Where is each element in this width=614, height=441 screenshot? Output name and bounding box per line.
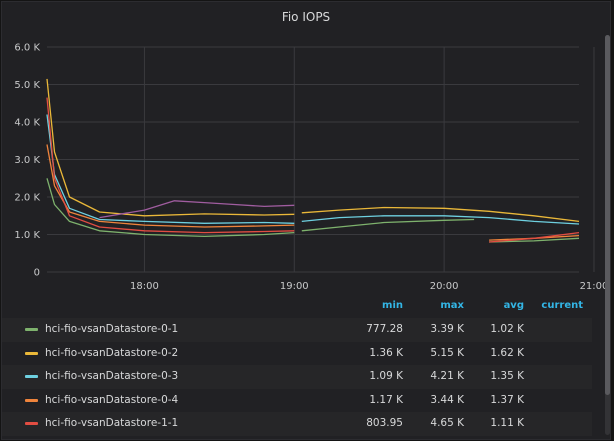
legend-header-max[interactable]: max <box>440 300 464 311</box>
series-color-swatch[interactable] <box>25 351 38 355</box>
legend-row[interactable]: hci-fio-vsanDatastore-1-1 803.95 4.65 K … <box>2 412 592 436</box>
legend-table: hci-fio-vsanDatastore-0-1 777.28 3.39 K … <box>2 318 592 438</box>
series-max: 4.65 K <box>430 417 464 429</box>
y-tick-label: 3.0 K <box>14 155 40 166</box>
panel-title[interactable]: Fio IOPS <box>281 10 331 24</box>
series-min: 777.28 <box>366 323 403 335</box>
series-avg: 1.02 K <box>490 323 524 335</box>
series-name[interactable]: hci-fio-vsanDatastore-0-4 <box>45 393 179 406</box>
y-tick-label: 2.0 K <box>14 193 40 204</box>
x-tick-label: 20:00 <box>430 281 459 292</box>
series-max: 5.15 K <box>430 346 464 359</box>
series-name[interactable]: hci-fio-vsanDatastore-0-2 <box>45 346 179 359</box>
series-line <box>99 200 295 219</box>
series-line <box>46 114 295 224</box>
series-color-swatch[interactable] <box>25 375 38 378</box>
series-max: 4.21 K <box>430 370 464 382</box>
iops-line-chart[interactable]: 0 1.0 K 2.0 K 3.0 K 4.0 K 5.0 K 6.0 K 18:00 19:0… <box>2 2 612 294</box>
legend-row[interactable]: hci-fio-vsanDatastore-0-2 1.36 K 5.15 K … <box>2 342 592 366</box>
series-avg: 1.62 K <box>490 346 524 359</box>
series-line <box>489 237 580 243</box>
series-line <box>301 218 475 232</box>
legend-row[interactable]: hci-fio-vsanDatastore-0-1 777.28 3.39 K … <box>2 318 592 342</box>
series-min: 1.36 K <box>369 346 403 359</box>
series-min: 803.95 <box>366 417 403 429</box>
series-avg: 1.11 K <box>490 417 524 429</box>
legend-header-current[interactable]: current <box>541 300 583 311</box>
series-color-swatch[interactable] <box>25 328 38 331</box>
series-avg: 1.35 K <box>490 370 524 382</box>
series-line <box>46 78 295 217</box>
y-tick-label: 5.0 K <box>14 80 40 91</box>
series-max: 3.44 K <box>430 393 464 406</box>
series-min: 1.09 K <box>369 370 403 382</box>
series-line <box>46 97 295 234</box>
y-tick-label: 0 <box>34 268 40 279</box>
series-color-swatch[interactable] <box>25 422 38 425</box>
legend-row[interactable]: hci-fio-vsanDatastore-0-4 1.17 K 3.44 K … <box>2 389 592 413</box>
series-line <box>301 215 580 225</box>
legend-header-avg[interactable]: avg <box>503 300 524 311</box>
x-tick-label: 21:00 <box>580 281 609 292</box>
legend-header-min[interactable]: min <box>382 300 403 311</box>
x-tick-label: 18:00 <box>130 281 159 292</box>
series-line <box>46 178 295 238</box>
x-tick-label: 19:00 <box>280 281 309 292</box>
legend-header: min max avg current <box>2 300 592 316</box>
y-tick-label: 6.0 K <box>14 43 40 54</box>
series-min: 1.17 K <box>369 393 403 406</box>
series-color-swatch[interactable] <box>25 398 38 402</box>
legend-row[interactable]: hci-fio-vsanDatastore-0-3 1.09 K 4.21 K … <box>2 365 592 389</box>
series-name[interactable]: hci-fio-vsanDatastore-0-1 <box>45 323 179 335</box>
y-tick-label: 4.0 K <box>14 118 40 129</box>
series-line <box>46 144 295 228</box>
scrollbar-thumb[interactable] <box>605 35 610 395</box>
series-avg: 1.37 K <box>490 393 524 406</box>
panel-scrollbar[interactable] <box>605 35 610 435</box>
series-name[interactable]: hci-fio-vsanDatastore-1-1 <box>45 417 179 429</box>
series-name[interactable]: hci-fio-vsanDatastore-0-3 <box>45 370 179 382</box>
series-line <box>301 206 580 223</box>
y-tick-label: 1.0 K <box>14 230 40 241</box>
series-max: 3.39 K <box>430 323 464 335</box>
series-line <box>489 231 580 243</box>
